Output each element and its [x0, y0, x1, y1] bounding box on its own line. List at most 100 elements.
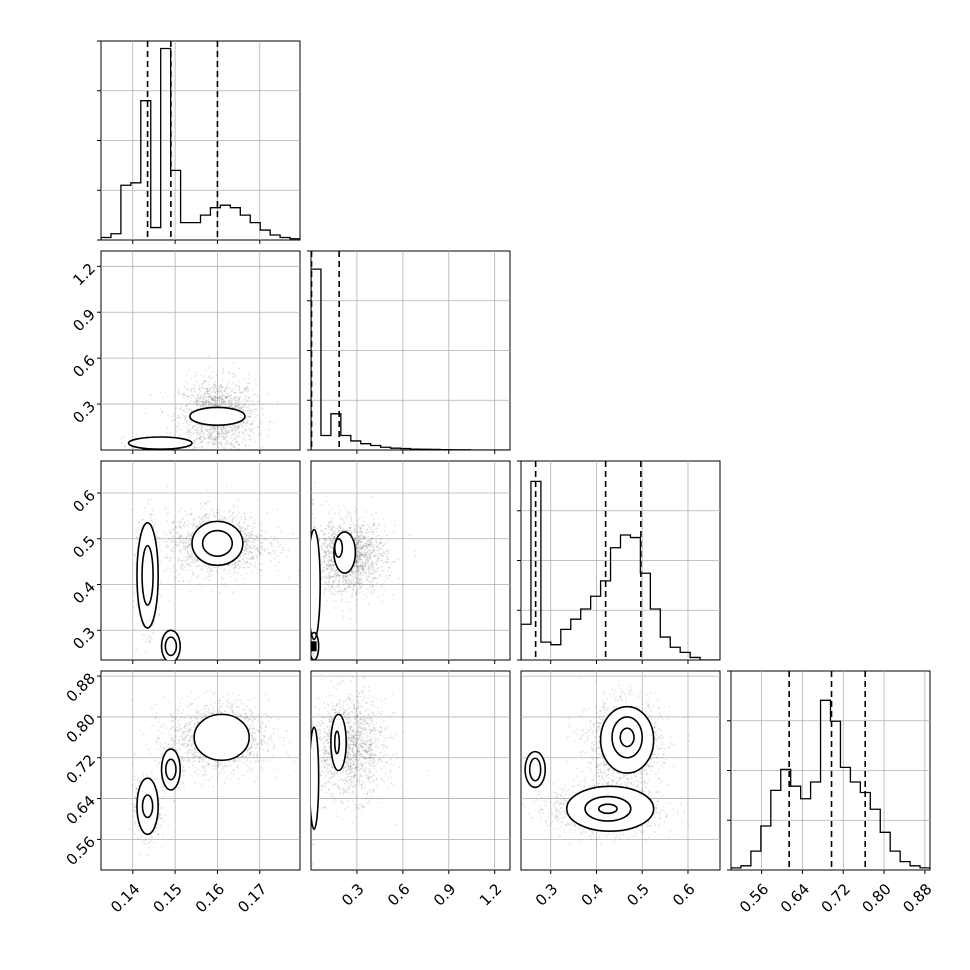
sample-point — [325, 546, 328, 548]
sample-point — [372, 522, 375, 525]
sample-point — [216, 390, 218, 393]
sample-point — [240, 573, 243, 576]
sample-point — [249, 558, 252, 561]
sample-point — [188, 543, 191, 546]
sample-point — [354, 592, 357, 595]
sample-point — [233, 391, 236, 394]
sample-point — [223, 425, 226, 428]
sample-point — [167, 664, 169, 666]
sample-point — [214, 438, 216, 440]
sample-point — [364, 571, 367, 574]
sample-point — [256, 556, 259, 559]
sample-point — [232, 592, 234, 595]
sample-point — [359, 539, 361, 542]
sample-point — [367, 569, 370, 572]
sample-point — [176, 569, 179, 572]
sample-point — [367, 551, 369, 554]
sample-point — [268, 428, 271, 431]
sample-point — [188, 563, 191, 566]
sample-point — [193, 518, 195, 521]
sample-point — [205, 400, 208, 403]
sample-point — [146, 434, 148, 437]
sample-point — [345, 529, 348, 532]
sample-point — [179, 526, 182, 529]
sample-point — [257, 400, 260, 403]
sample-point — [201, 566, 204, 568]
sample-point — [224, 433, 226, 435]
sample-point — [382, 544, 384, 547]
sample-point — [205, 515, 207, 518]
sample-point — [358, 551, 361, 554]
sample-point — [184, 380, 187, 382]
sample-point — [152, 513, 155, 516]
sample-point — [217, 456, 219, 458]
sample-point — [133, 592, 136, 595]
sample-point — [249, 536, 252, 539]
sample-point — [187, 552, 189, 555]
sample-point — [245, 550, 248, 553]
sample-point — [220, 394, 223, 397]
sample-point — [188, 543, 191, 546]
sample-point — [252, 540, 254, 543]
sample-point — [181, 559, 184, 562]
sample-point — [186, 535, 189, 538]
sample-point — [224, 568, 226, 571]
sample-point — [281, 551, 284, 554]
sample-point — [243, 533, 246, 536]
sample-point — [213, 383, 216, 386]
sample-point — [190, 536, 193, 538]
sample-point — [328, 537, 331, 540]
sample-point — [362, 564, 365, 567]
sample-point — [200, 394, 203, 397]
sample-point — [367, 539, 370, 542]
sample-point — [338, 512, 341, 515]
sample-point — [201, 387, 204, 390]
sample-point — [277, 569, 280, 572]
sample-point — [262, 413, 264, 416]
sample-point — [215, 438, 218, 440]
sample-point — [195, 399, 198, 402]
sample-point — [241, 431, 244, 433]
sample-point — [200, 441, 203, 443]
sample-point — [238, 522, 240, 525]
sample-point — [374, 543, 377, 546]
sample-point — [357, 542, 359, 545]
sample-point — [247, 557, 249, 560]
sample-point — [250, 422, 253, 425]
sample-point — [230, 427, 233, 430]
sample-point — [231, 518, 234, 520]
sample-point — [171, 521, 174, 524]
sample-point — [249, 524, 252, 527]
sample-point — [270, 542, 272, 544]
sample-point — [365, 543, 367, 546]
sample-point — [216, 436, 218, 438]
sample-point — [337, 529, 340, 532]
sample-point — [354, 537, 357, 540]
sample-point — [222, 386, 224, 388]
sample-point — [136, 604, 138, 607]
sample-point — [359, 545, 362, 548]
sample-point — [259, 534, 262, 537]
sample-point — [236, 504, 239, 507]
sample-point — [186, 546, 189, 549]
sample-point — [251, 530, 254, 532]
sample-point — [368, 541, 371, 543]
sample-point — [187, 545, 190, 548]
sample-point — [364, 556, 366, 559]
sample-point — [248, 550, 251, 553]
sample-point — [210, 402, 213, 405]
sample-point — [223, 453, 225, 455]
sample-point — [333, 538, 336, 540]
sample-point — [306, 572, 308, 574]
sample-point — [178, 541, 181, 544]
sample-point — [369, 543, 372, 546]
sample-point — [360, 524, 363, 527]
sample-point — [336, 572, 339, 575]
sample-point — [246, 421, 249, 424]
sample-point — [183, 522, 186, 525]
sample-point — [227, 564, 230, 567]
contour-level — [191, 520, 244, 567]
sample-point — [208, 404, 210, 407]
sample-point — [235, 519, 238, 522]
sample-point — [214, 395, 216, 398]
